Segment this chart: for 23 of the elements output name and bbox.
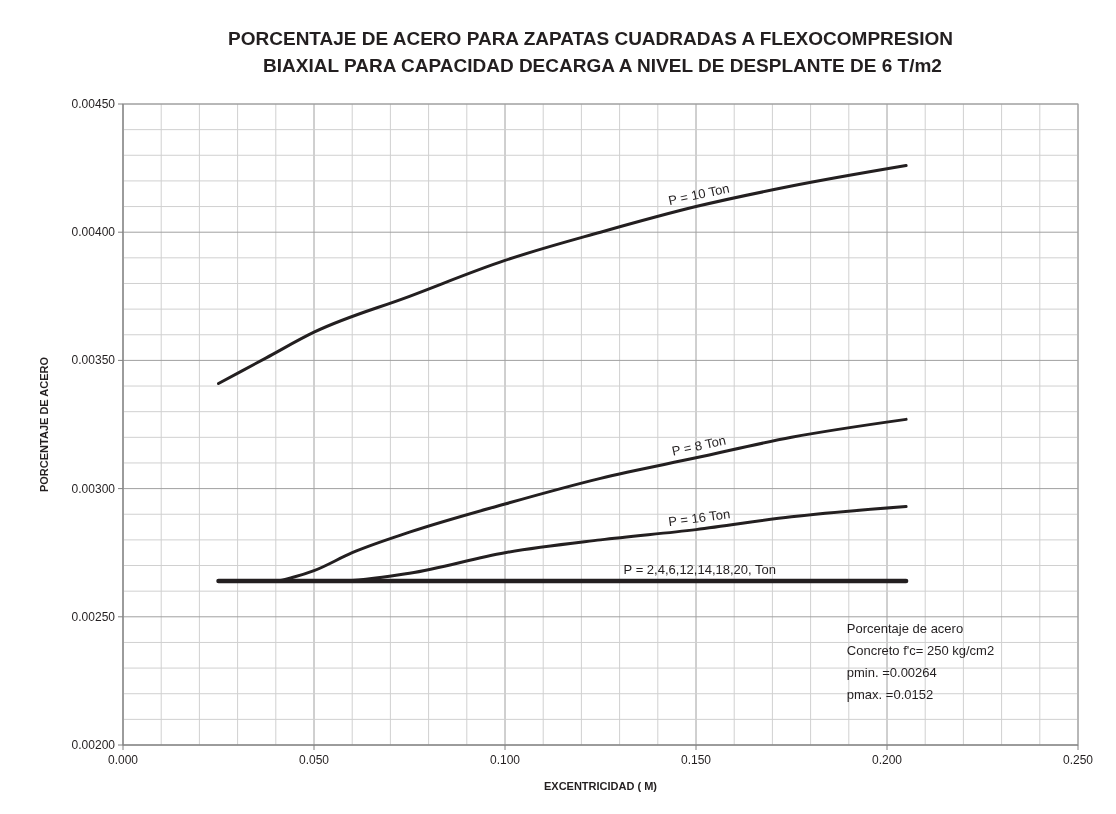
y-tick-label: 0.00350 xyxy=(71,353,116,368)
y-tick-label: 0.00250 xyxy=(71,609,116,624)
y-tick-label: 0.00400 xyxy=(71,225,116,240)
y-tick-label: 0.00450 xyxy=(71,97,116,111)
x-axis-title: EXCENTRICIDAD ( M) xyxy=(543,780,658,792)
x-tick-label: 0.200 xyxy=(871,753,903,767)
y-axis-title: PORCENTAJE DE ACERO xyxy=(38,356,50,493)
y-tick-label: 0.00200 xyxy=(71,738,116,752)
annotation: pmax. =0.0152 xyxy=(846,686,934,702)
x-tick-label: 0.250 xyxy=(1062,753,1094,767)
y-tick-label: 0.00300 xyxy=(71,481,116,496)
x-tick-label: 0.050 xyxy=(298,753,330,767)
text: P = 8 Ton xyxy=(670,432,728,459)
annotation: Porcentaje de acero xyxy=(846,620,964,636)
series-label: P = 2,4,6,12,14,18,20, Ton xyxy=(623,561,777,577)
x-tick-label: 0.150 xyxy=(680,753,712,767)
annotation: pmin. =0.00264 xyxy=(846,664,937,680)
annotation: Concreto f'c= 250 kg/cm2 xyxy=(846,642,995,658)
text: P = 10 Ton xyxy=(666,180,731,209)
x-tick-label: 0.100 xyxy=(489,753,521,767)
text: P = 16 Ton xyxy=(667,506,731,530)
chart-title: PORCENTAJE DE ACERO PARA ZAPATAS CUADRADAS A FLEXOCOMPRESION BIAXIAL PARA CAPACIDAD DECARGA A NIVEL DE DESPLANTE DE 6 T/m2 xyxy=(228,28,953,76)
x-tick-label: 0.000 xyxy=(107,753,139,767)
